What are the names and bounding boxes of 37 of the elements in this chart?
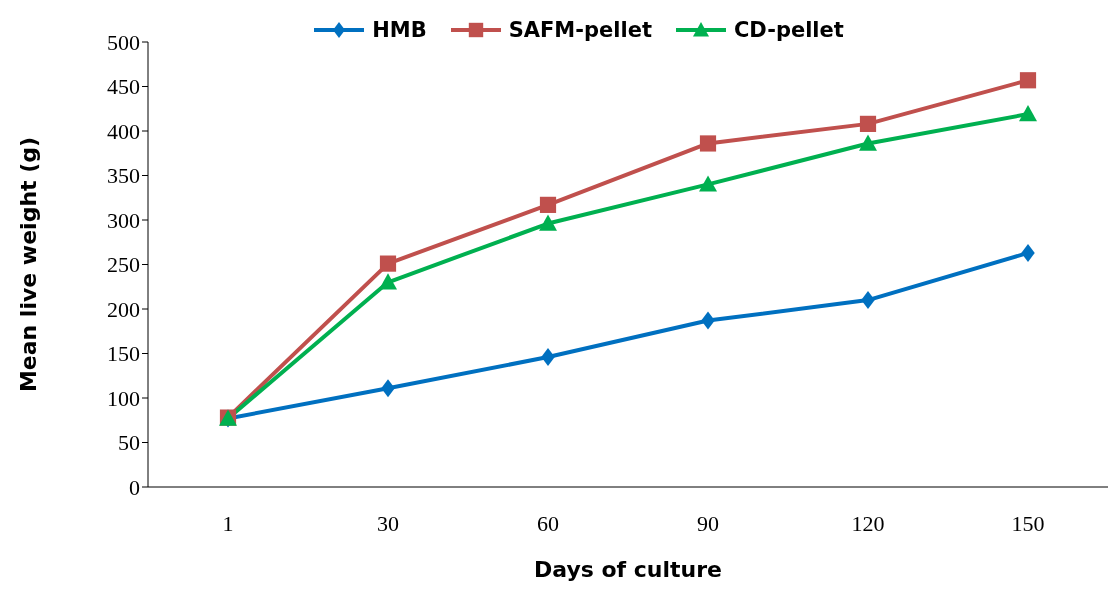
point: [699, 135, 717, 152]
x-tick-label: 60: [537, 510, 559, 536]
y-tick-label: 100: [107, 385, 140, 411]
point: [541, 348, 555, 367]
x-tick-label: 120: [851, 510, 885, 536]
legend-label: SAFM-pellet: [508, 18, 652, 42]
y-tick-label: 0: [129, 474, 140, 500]
y-tick-label: 400: [107, 118, 140, 144]
y-tick-label: 300: [107, 207, 140, 233]
point: [379, 273, 397, 290]
y-tick-label: 250: [107, 252, 140, 278]
y-tick-label: 150: [107, 341, 140, 367]
legend-label: CD-pellet: [733, 18, 844, 42]
y-tick-label: 350: [107, 163, 140, 189]
x-axis-title: Days of culture: [533, 557, 723, 582]
point: [539, 214, 557, 231]
x-tick-label: 150: [1011, 510, 1045, 536]
x-tick-label: 1: [222, 510, 234, 536]
point: [1019, 72, 1037, 89]
x-tick-label: 30: [377, 510, 399, 536]
x-tick-label: 90: [697, 510, 719, 536]
y-tick-label: 500: [107, 29, 140, 55]
point: [859, 134, 877, 151]
y-tick-label: 450: [107, 74, 140, 100]
point: [699, 175, 717, 192]
legend-label: HMB: [372, 18, 427, 42]
point: [859, 115, 877, 132]
point: [861, 291, 875, 310]
y-tick-label: 200: [107, 296, 140, 322]
y-axis-title: Mean live weight (g): [15, 136, 41, 393]
point: [381, 379, 395, 398]
point: [539, 196, 557, 213]
point: [1021, 243, 1035, 262]
y-tick-label: 50: [118, 430, 140, 456]
point: [701, 311, 715, 330]
point: [1019, 105, 1037, 122]
point: [379, 255, 397, 272]
